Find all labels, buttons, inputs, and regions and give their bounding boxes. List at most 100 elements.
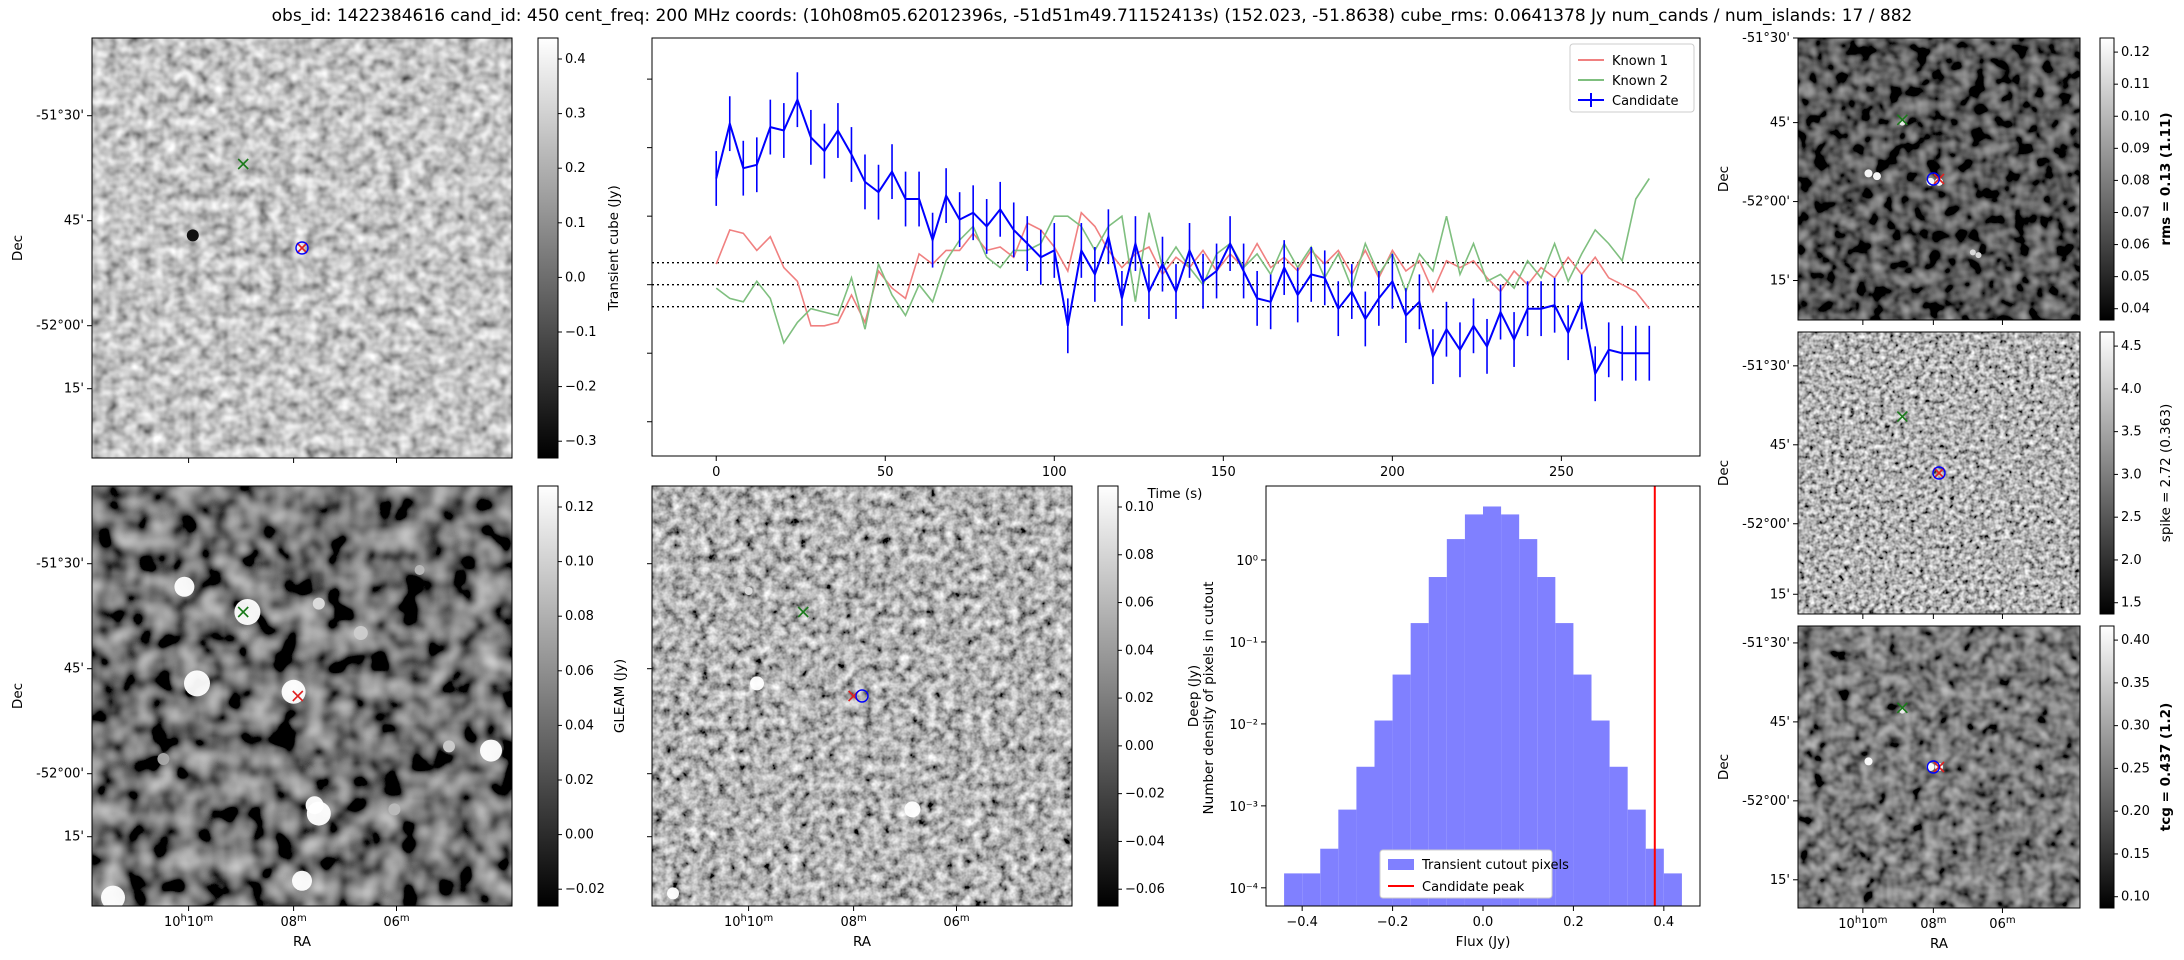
tcg-colorbar [2099, 625, 2118, 909]
deep-image-frame [651, 485, 1073, 907]
gleam-source-blob [306, 801, 331, 826]
transient-source-blob [186, 229, 199, 242]
transient-candidate-circle-marker [295, 241, 309, 255]
histogram-x-tick-label: −0.2 [1377, 915, 1409, 930]
rms-candidate-circle-marker [1926, 172, 1941, 186]
rms-dec-tick-label: -52°00' [1742, 195, 1790, 210]
tcg-source-blob [1926, 763, 1935, 771]
spike-dec-tick-label: -51°30' [1742, 359, 1790, 374]
histogram-bar [1284, 873, 1303, 906]
histogram-bar [1428, 577, 1447, 906]
histogram-bar [1392, 674, 1411, 906]
histogram-legend-box [1379, 849, 1553, 899]
deep-colorbar-tick-label: 0.02 [1125, 691, 1154, 706]
tcg-known-source-marker [1896, 702, 1908, 714]
histogram-bar [1555, 623, 1574, 906]
gleam-candidate-x-marker [292, 690, 304, 702]
gleam-source-blob [234, 599, 261, 625]
gleam-dec-tick-label: 15' [64, 830, 84, 845]
histogram-bar [1591, 720, 1610, 906]
spike-colorbar-tick-label: 3.0 [2121, 467, 2142, 482]
series-line-candidate [715, 97, 1650, 377]
transient-colorbar-label: Transient cube (Jy) [606, 185, 622, 312]
transient-colorbar-tick-label: −0.2 [565, 380, 597, 395]
transient-candidate-x-marker [296, 242, 308, 254]
gleam-colorbar-tick-label: 0.06 [565, 664, 594, 679]
legend-label: Known 2 [1612, 74, 1668, 89]
tcg-source-blob [1864, 757, 1873, 766]
tcg-ra-tick-label: 06m [1989, 915, 2015, 932]
rms-dec-tick-label: 45' [1770, 116, 1790, 131]
rms-colorbar-tick-label: 0.12 [2121, 45, 2150, 60]
spike-colorbar-gradient [2099, 331, 2115, 615]
transient-dec-tick-label: 15' [64, 382, 84, 397]
tcg-image-panel [1793, 625, 2081, 913]
spike-colorbar [2099, 331, 2118, 615]
histogram-x-tick-label: −0.4 [1286, 915, 1318, 930]
histogram-bar [1302, 873, 1321, 906]
histogram-bar [1338, 809, 1357, 906]
deep-candidate-circle-marker [855, 689, 869, 703]
deep-colorbar-tick-label: 0.04 [1125, 643, 1154, 658]
spike-colorbar-tick-label: 1.5 [2121, 596, 2142, 611]
tcg-dec-tick-label: -51°30' [1742, 636, 1790, 651]
gleam-source-blob [312, 597, 325, 610]
deep-colorbar [1097, 485, 1122, 907]
series-line-known-2 [715, 178, 1650, 345]
spike-known-source-marker [1896, 411, 1908, 423]
lightcurve-x-tick-label: 200 [1380, 465, 1405, 480]
histogram-x-axis-label: Flux (Jy) [1456, 934, 1511, 950]
deep-ra-tick-label: 10h10m [724, 913, 773, 930]
legend-label: Candidate peak [1422, 880, 1525, 895]
deep-source-blob [667, 887, 679, 900]
deep-source-blob [744, 587, 753, 595]
gleam-source-blob [184, 670, 210, 697]
deep-colorbar-label: Deep (Jy) [1186, 665, 1202, 727]
tcg-dec-tick-label: -52°00' [1742, 794, 1790, 809]
rms-dec-tick-label: -51°30' [1742, 31, 1790, 46]
histogram-bar [1573, 674, 1592, 906]
histogram-bar [1410, 623, 1429, 906]
deep-colorbar-tick-label: 0.08 [1125, 548, 1154, 563]
tcg-colorbar-tick-label: 0.40 [2121, 633, 2150, 648]
deep-colorbar-gradient [1097, 485, 1119, 907]
deep-colorbar-tick-label: −0.02 [1125, 787, 1165, 802]
histogram-bar [1663, 873, 1682, 906]
histogram-bar [1519, 539, 1538, 906]
transient-colorbar-tick-label: 0.3 [565, 107, 586, 122]
gleam-known-source-marker [237, 606, 249, 618]
deep-known-source-marker [797, 606, 809, 618]
gleam-source-blob [388, 803, 401, 816]
lightcurve-frame [651, 37, 1701, 457]
tcg-colorbar-gradient [2099, 625, 2115, 909]
spike-dec-axis-label: Dec [1716, 460, 1732, 486]
deep-colorbar-tick-label: 0.10 [1125, 500, 1154, 515]
spike-dec-tick-label: 15' [1770, 587, 1790, 602]
gleam-source-blob [414, 565, 425, 575]
rms-source-blob [1872, 172, 1881, 181]
rms-colorbar-tick-label: 0.06 [2121, 238, 2150, 253]
histogram-bar [1501, 514, 1520, 906]
spike-colorbar-tick-label: 4.5 [2121, 339, 2142, 354]
rms-source-blob [1864, 169, 1873, 178]
gleam-colorbar [537, 485, 562, 907]
rms-colorbar-gradient [2099, 37, 2115, 321]
transient-colorbar-tick-label: 0.1 [565, 216, 586, 231]
tcg-colorbar-tick-label: 0.35 [2121, 676, 2150, 691]
lightcurve-x-tick-label: 100 [1042, 465, 1067, 480]
histogram-y-tick-label: 10⁻⁴ [1229, 882, 1258, 897]
rms-dec-axis-label: Dec [1716, 166, 1732, 192]
lightcurve-x-tick-label: 50 [877, 465, 894, 480]
gleam-colorbar-tick-label: 0.02 [565, 773, 594, 788]
transient-colorbar-tick-label: 0.0 [565, 270, 586, 285]
spike-candidate-x-marker [1933, 467, 1945, 479]
rms-colorbar-tick-label: 0.07 [2121, 205, 2150, 220]
deep-ra-tick-label: 08m [840, 913, 866, 930]
figure-title: obs_id: 1422384616 cand_id: 450 cent_fre… [271, 6, 1913, 26]
rms-colorbar-tick-label: 0.10 [2121, 109, 2150, 124]
deep-image-panel [647, 485, 1073, 911]
gleam-dec-tick-label: 45' [64, 662, 84, 677]
rms-colorbar-label: rms = 0.13 (1.11) [2158, 112, 2174, 245]
lightcurve-x-tick-label: 150 [1211, 465, 1236, 480]
